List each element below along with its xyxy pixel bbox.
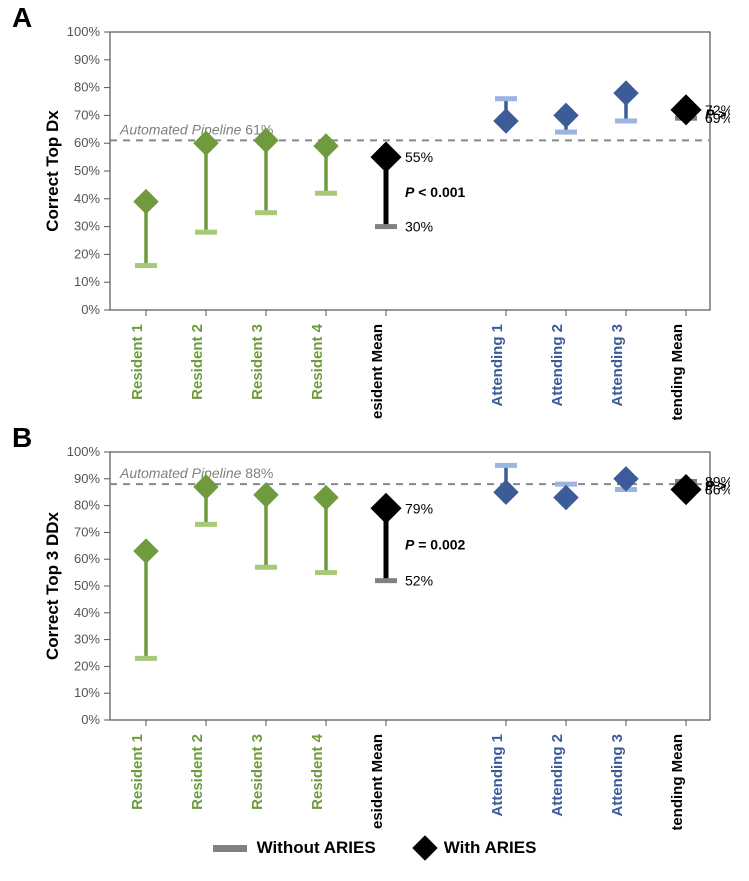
y-tick-label: 60% xyxy=(74,551,100,566)
y-tick-label: 80% xyxy=(74,498,100,513)
y-axis-label: Correct Top 3 DDx xyxy=(43,511,62,660)
without-marker xyxy=(135,263,157,268)
without-marker xyxy=(255,565,277,570)
plot-border xyxy=(110,32,710,310)
reference-label: Automated Pipeline 61% xyxy=(119,121,273,137)
y-tick-label: 20% xyxy=(74,658,100,673)
x-label: Resident 1 xyxy=(129,734,146,810)
mean-p-label: P = 0.002 xyxy=(405,536,466,552)
without-marker xyxy=(375,224,397,229)
x-label: Attending 3 xyxy=(609,734,626,817)
y-tick-label: 100% xyxy=(67,24,101,39)
y-tick-label: 10% xyxy=(74,274,100,289)
with-marker-diamond-icon xyxy=(553,103,578,128)
mean-bottom-label: 52% xyxy=(405,573,433,589)
without-marker xyxy=(615,118,637,123)
without-marker xyxy=(315,570,337,575)
x-label: Resident 2 xyxy=(189,734,206,810)
x-label: Resident Mean xyxy=(369,734,386,830)
without-marker xyxy=(375,578,397,583)
y-tick-label: 0% xyxy=(81,712,100,727)
with-marker-diamond-icon xyxy=(253,482,278,507)
x-label: Resident 4 xyxy=(309,733,326,810)
y-tick-label: 20% xyxy=(74,246,100,261)
reference-label: Automated Pipeline 88% xyxy=(119,465,273,481)
without-marker xyxy=(555,130,577,135)
legend: Without ARIES With ARIES xyxy=(0,838,749,858)
panel-letter-a: A xyxy=(12,2,32,34)
with-marker-diamond-icon xyxy=(493,108,518,133)
mean-top-label: 55% xyxy=(405,149,433,165)
x-label: Resident Mean xyxy=(369,324,386,420)
panel-svg: 0% 10% 20% 30% 40% 50% 60% 70% 80% 90% 100% Correct… xyxy=(40,20,730,420)
with-marker-diamond-icon xyxy=(133,538,158,563)
panel-letter-b: B xyxy=(12,422,32,454)
y-tick-label: 90% xyxy=(74,52,100,67)
y-tick-label: 50% xyxy=(74,163,100,178)
legend-diamond-icon xyxy=(412,835,437,860)
mean-p-label: P > 0.05 xyxy=(705,106,730,122)
y-tick-label: 100% xyxy=(67,444,101,459)
y-tick-label: 30% xyxy=(74,632,100,647)
y-tick-label: 30% xyxy=(74,219,100,234)
x-label: Attending 3 xyxy=(609,324,626,407)
y-tick-label: 0% xyxy=(81,302,100,317)
legend-bar-icon xyxy=(213,845,247,852)
x-label: Attending 2 xyxy=(549,324,566,407)
y-tick-label: 60% xyxy=(74,135,100,150)
without-marker xyxy=(135,656,157,661)
mean-top-label: 79% xyxy=(405,500,433,516)
without-marker xyxy=(495,96,517,101)
x-label: Attending 2 xyxy=(549,734,566,817)
with-marker-diamond-icon xyxy=(313,133,338,158)
legend-without: Without ARIES xyxy=(213,838,376,858)
with-marker-diamond-icon xyxy=(370,493,401,524)
with-marker-diamond-icon xyxy=(133,189,158,214)
mean-bottom-label: 30% xyxy=(405,219,433,235)
panel-b: 0% 10% 20% 30% 40% 50% 60% 70% 80% 90% 100% Correct… xyxy=(40,440,730,830)
legend-with: With ARIES xyxy=(416,838,537,858)
figure-wrap: A 0% 10% 20% 30% 40% 50% 60% 70% 80% 90% 100% Corre… xyxy=(0,0,749,881)
legend-without-label: Without ARIES xyxy=(257,838,376,858)
x-label: Attending 1 xyxy=(489,324,506,407)
without-marker xyxy=(315,191,337,196)
panel-a: 0% 10% 20% 30% 40% 50% 60% 70% 80% 90% 100% Correct… xyxy=(40,20,730,420)
y-tick-label: 50% xyxy=(74,578,100,593)
x-label: Attending 1 xyxy=(489,734,506,817)
y-tick-label: 10% xyxy=(74,685,100,700)
legend-with-label: With ARIES xyxy=(444,838,537,858)
x-label: Resident 4 xyxy=(309,323,326,400)
mean-p-label: P > 0.05 xyxy=(705,478,730,494)
panel-svg: 0% 10% 20% 30% 40% 50% 60% 70% 80% 90% 100% Correct… xyxy=(40,440,730,830)
with-marker-diamond-icon xyxy=(670,94,701,125)
y-tick-label: 40% xyxy=(74,605,100,620)
with-marker-diamond-icon xyxy=(613,80,638,105)
with-marker-diamond-icon xyxy=(670,474,701,505)
y-tick-label: 40% xyxy=(74,191,100,206)
x-label: Resident 1 xyxy=(129,324,146,400)
x-label: Attending Mean xyxy=(669,734,686,830)
y-tick-label: 90% xyxy=(74,471,100,486)
without-marker xyxy=(495,463,517,468)
with-marker-diamond-icon xyxy=(313,485,338,510)
x-label: Resident 3 xyxy=(249,324,266,400)
without-marker xyxy=(195,522,217,527)
y-axis-label: Correct Top Dx xyxy=(43,110,62,232)
y-tick-label: 70% xyxy=(74,524,100,539)
y-tick-label: 80% xyxy=(74,80,100,95)
x-label: Resident 3 xyxy=(249,734,266,810)
without-marker xyxy=(255,210,277,215)
without-marker xyxy=(195,230,217,235)
x-label: Resident 2 xyxy=(189,324,206,400)
mean-p-label: P < 0.001 xyxy=(405,184,466,200)
with-marker-diamond-icon xyxy=(553,485,578,510)
y-tick-label: 70% xyxy=(74,107,100,122)
x-label: Attending Mean xyxy=(669,324,686,420)
with-marker-diamond-icon xyxy=(370,142,401,173)
